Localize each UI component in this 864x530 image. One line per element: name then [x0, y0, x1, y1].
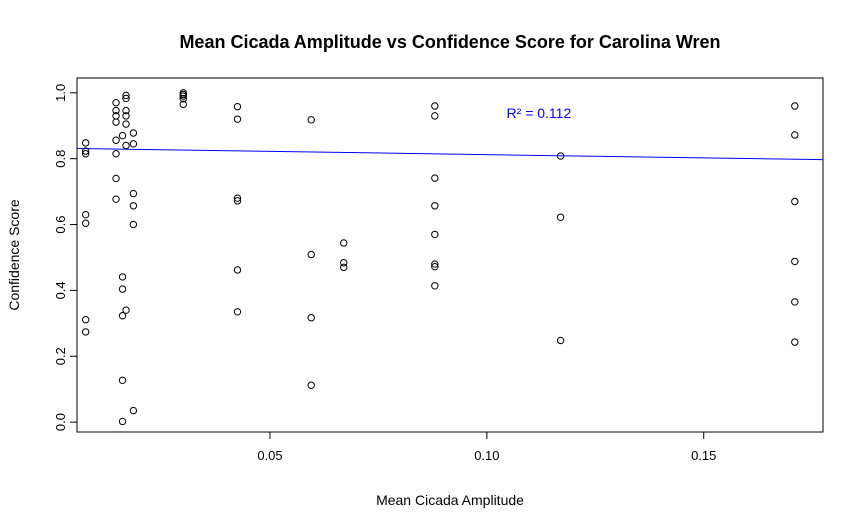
data-point	[233, 197, 242, 205]
data-point	[118, 273, 127, 281]
data-point	[307, 250, 315, 259]
data-point	[791, 102, 799, 110]
data-point	[112, 98, 120, 107]
data-point	[431, 202, 439, 210]
data-point	[118, 417, 127, 426]
data-point	[122, 91, 130, 100]
data-point	[791, 257, 799, 266]
x-tick-label: 0.15	[691, 448, 716, 463]
data-point	[129, 129, 138, 137]
data-point	[340, 259, 348, 267]
data-point	[307, 381, 315, 389]
data-point	[556, 213, 565, 221]
data-point	[122, 106, 130, 115]
data-point	[112, 118, 120, 126]
r-squared-annotation: R² = 0.112	[507, 105, 572, 121]
data-point	[340, 239, 348, 247]
data-point	[556, 152, 565, 160]
x-tick-label: 0.05	[257, 448, 282, 463]
data-point	[431, 282, 439, 290]
data-point	[307, 116, 315, 124]
data-point	[122, 141, 130, 150]
data-point	[129, 189, 138, 198]
data-point	[431, 262, 439, 271]
data-point	[129, 406, 138, 415]
data-point	[112, 174, 120, 183]
data-point	[118, 312, 127, 320]
data-point	[118, 376, 127, 384]
y-tick-label: 1.0	[53, 84, 68, 102]
data-point	[112, 136, 120, 144]
y-axis: 0.0 0.2 0.4 0.6 0.8 1.0	[53, 84, 77, 431]
data-point	[431, 102, 439, 110]
data-point	[122, 94, 130, 103]
data-point	[81, 139, 90, 147]
data-point	[340, 263, 348, 272]
trendline-layer	[76, 147, 824, 161]
data-point	[118, 131, 127, 140]
data-point	[81, 316, 90, 324]
data-point	[81, 328, 90, 336]
data-point	[233, 115, 242, 123]
data-point	[431, 230, 439, 239]
data-point	[112, 150, 120, 158]
y-axis-label: Confidence Score	[6, 199, 22, 311]
data-point	[81, 210, 90, 219]
data-point	[179, 100, 187, 109]
data-point	[791, 298, 799, 306]
data-point	[233, 102, 242, 111]
data-point	[129, 140, 138, 148]
data-point	[233, 266, 242, 274]
data-point	[791, 197, 799, 206]
data-point	[233, 194, 242, 202]
data-point	[431, 112, 439, 120]
data-point	[81, 150, 90, 158]
plot-frame	[76, 77, 824, 433]
data-point	[122, 112, 130, 120]
y-tick-label: 0.2	[53, 347, 68, 365]
data-point	[431, 260, 439, 268]
points-layer	[81, 89, 799, 426]
data-point	[179, 95, 187, 103]
data-point	[233, 308, 242, 316]
data-point	[81, 147, 90, 155]
data-point	[791, 338, 799, 346]
y-tick-label: 0.0	[53, 413, 68, 431]
y-tick-label: 0.4	[53, 281, 68, 299]
data-point	[431, 174, 439, 182]
data-point	[129, 220, 138, 229]
data-point	[118, 285, 127, 293]
data-point	[791, 131, 799, 139]
y-tick-label: 0.6	[53, 216, 68, 234]
chart-title: Mean Cicada Amplitude vs Confidence Scor…	[179, 32, 720, 52]
x-axis: 0.05 0.10 0.15	[257, 432, 716, 463]
y-tick-label: 0.8	[53, 150, 68, 168]
x-tick-label: 0.10	[474, 448, 499, 463]
trendline	[76, 147, 824, 161]
data-point	[556, 336, 565, 345]
data-point	[129, 202, 138, 210]
data-point	[307, 314, 315, 322]
x-axis-label: Mean Cicada Amplitude	[376, 492, 524, 508]
data-point	[112, 106, 120, 115]
data-point	[122, 306, 130, 314]
data-point	[122, 120, 130, 128]
data-point	[112, 195, 120, 203]
data-point	[179, 92, 187, 100]
data-point	[81, 219, 90, 227]
